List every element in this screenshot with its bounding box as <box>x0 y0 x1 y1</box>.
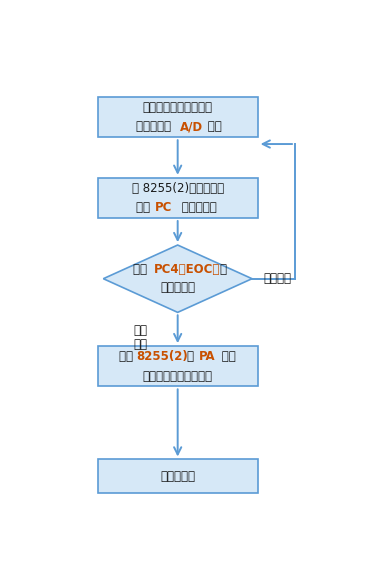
Text: 地址并开启: 地址并开启 <box>136 121 175 134</box>
Text: PC: PC <box>155 201 173 215</box>
Text: A/D: A/D <box>180 121 203 134</box>
Text: 子程序返回: 子程序返回 <box>160 470 195 483</box>
Text: 否为高电平: 否为高电平 <box>160 281 195 294</box>
Text: 口转: 口转 <box>218 350 236 363</box>
FancyBboxPatch shape <box>97 178 258 218</box>
FancyBboxPatch shape <box>97 346 258 387</box>
FancyBboxPatch shape <box>97 459 258 493</box>
Text: 判断: 判断 <box>133 264 151 276</box>
Text: 为高: 为高 <box>134 324 148 336</box>
Text: 口的状态值: 口的状态值 <box>177 201 216 215</box>
Text: PA: PA <box>199 350 216 363</box>
Text: 为低电平: 为低电平 <box>263 272 292 285</box>
Text: 转换: 转换 <box>204 121 222 134</box>
Text: PC4（EOC）: PC4（EOC） <box>154 264 220 276</box>
Polygon shape <box>103 245 252 312</box>
Text: 是: 是 <box>219 264 226 276</box>
Text: 电平: 电平 <box>134 338 148 351</box>
Text: 8255(2): 8255(2) <box>137 350 189 363</box>
Text: 设置存放数字温度值的: 设置存放数字温度值的 <box>143 101 213 114</box>
Text: 换数据并存在指定单元: 换数据并存在指定单元 <box>143 370 213 382</box>
FancyBboxPatch shape <box>97 97 258 138</box>
Text: 的: 的 <box>187 350 198 363</box>
Text: 给 8255(2)赋控制字并: 给 8255(2)赋控制字并 <box>132 181 224 195</box>
Text: 读取: 读取 <box>119 350 137 363</box>
Text: 读取: 读取 <box>136 201 154 215</box>
